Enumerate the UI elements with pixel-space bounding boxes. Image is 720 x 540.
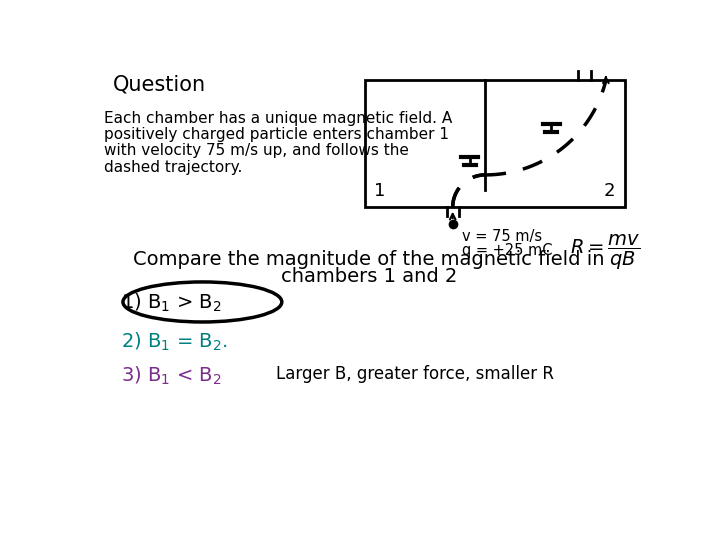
- Bar: [365, 80, 625, 207]
- Text: 3) B$_1$ < B$_2$: 3) B$_1$ < B$_2$: [121, 365, 222, 387]
- Text: $R=\dfrac{mv}{qB}$: $R=\dfrac{mv}{qB}$: [570, 233, 641, 272]
- Text: 1: 1: [374, 181, 386, 200]
- Text: Question: Question: [113, 74, 207, 94]
- Text: q = +25 mC: q = +25 mC: [462, 242, 552, 258]
- Text: 1) B$_1$ > B$_2$: 1) B$_1$ > B$_2$: [121, 292, 222, 314]
- Text: with velocity 75 m/s up, and follows the: with velocity 75 m/s up, and follows the: [104, 143, 409, 158]
- Text: Larger B, greater force, smaller R: Larger B, greater force, smaller R: [276, 365, 554, 383]
- Text: Each chamber has a unique magnetic field. A: Each chamber has a unique magnetic field…: [104, 111, 452, 126]
- Text: v = 75 m/s: v = 75 m/s: [462, 229, 542, 244]
- Text: 2: 2: [604, 181, 616, 200]
- Text: positively charged particle enters chamber 1: positively charged particle enters chamb…: [104, 127, 449, 142]
- Text: dashed trajectory.: dashed trajectory.: [104, 159, 243, 174]
- Text: Compare the magnitude of the magnetic field in: Compare the magnitude of the magnetic fi…: [133, 249, 605, 268]
- Text: 2) B$_1$ = B$_2$.: 2) B$_1$ = B$_2$.: [121, 330, 228, 353]
- Text: chambers 1 and 2: chambers 1 and 2: [281, 267, 457, 286]
